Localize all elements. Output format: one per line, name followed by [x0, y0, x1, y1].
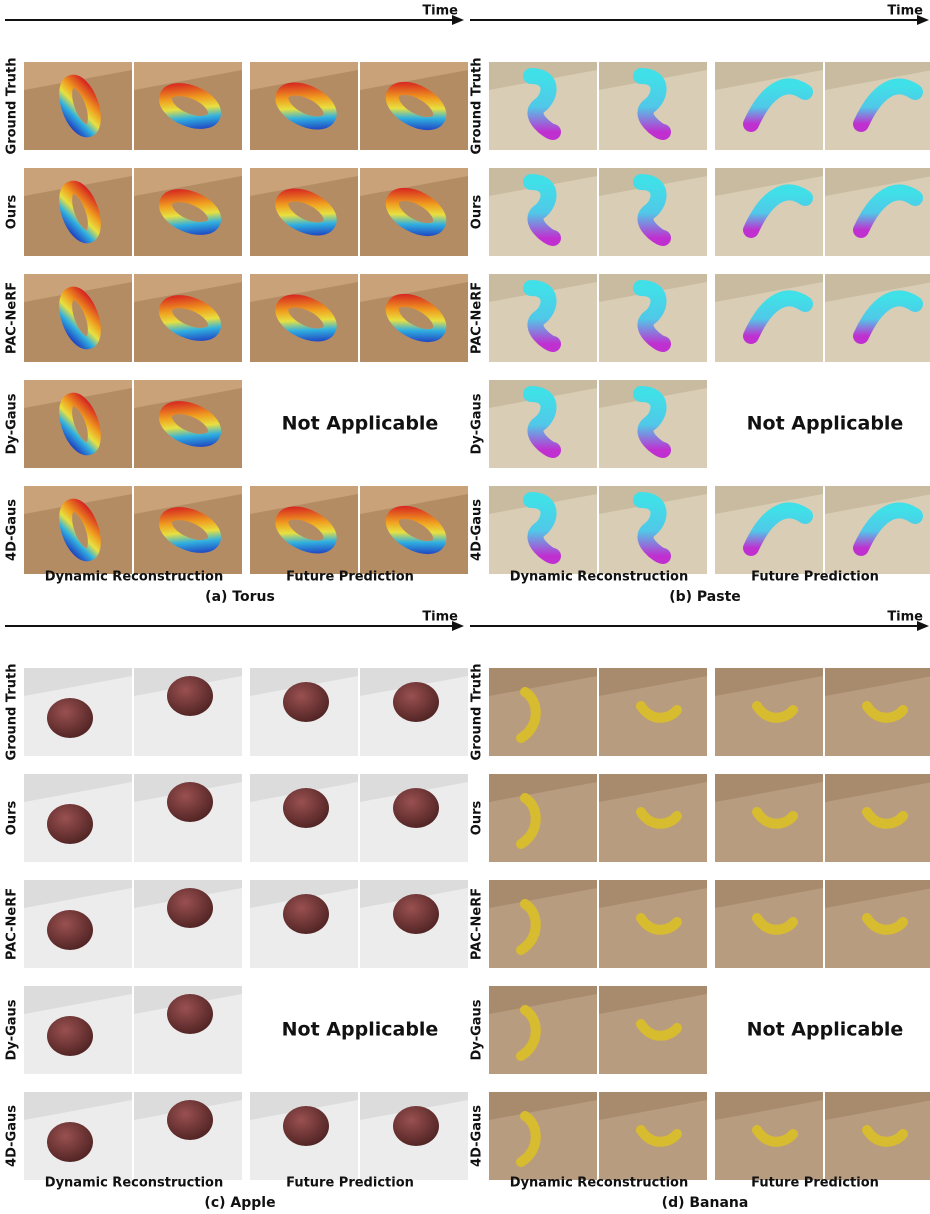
row-label: Dy-Gaus: [470, 393, 485, 454]
column-label: Future Prediction: [751, 1176, 879, 1191]
not-applicable: Not Applicable: [282, 413, 439, 435]
row-label: 4D-Gaus: [5, 499, 20, 561]
time-label: Time: [887, 4, 923, 19]
apple: [167, 994, 213, 1034]
apple: [167, 676, 213, 716]
panel: Time Ground Truth Ours PAC-NeRF Dy-Gaus Not A…: [470, 4, 930, 606]
time-label: Time: [422, 610, 458, 625]
apple: [47, 1122, 93, 1162]
row-label: Ours: [470, 195, 485, 230]
row-label: Ground Truth: [470, 664, 485, 761]
caption: (b) Paste: [669, 589, 741, 605]
row-label: Ours: [470, 801, 485, 836]
caption: (c) Apple: [204, 1195, 275, 1211]
figure: Time Ground Truth Ours PAC-NeRF Dy-Gaus Not A…: [0, 0, 930, 1214]
caption: (d) Banana: [662, 1195, 749, 1211]
time-label: Time: [422, 4, 458, 19]
column-label: Future Prediction: [751, 570, 879, 585]
row-label: 4D-Gaus: [470, 499, 485, 561]
column-label: Dynamic Reconstruction: [45, 570, 223, 585]
apple: [167, 782, 213, 822]
row-label: 4D-Gaus: [470, 1105, 485, 1167]
column-label: Future Prediction: [286, 1176, 414, 1191]
apple: [167, 1100, 213, 1140]
row-label: Ours: [5, 801, 20, 836]
column-label: Dynamic Reconstruction: [510, 570, 688, 585]
not-applicable: Not Applicable: [747, 1019, 904, 1041]
row-label: PAC-NeRF: [470, 282, 485, 354]
apple: [283, 682, 329, 722]
apple: [283, 894, 329, 934]
row-label: PAC-NeRF: [470, 888, 485, 960]
apple: [283, 1106, 329, 1146]
apple: [283, 788, 329, 828]
column-label: Future Prediction: [286, 570, 414, 585]
row-label: Ground Truth: [470, 58, 485, 155]
caption: (a) Torus: [205, 589, 275, 605]
not-applicable: Not Applicable: [282, 1019, 439, 1041]
panel: Time Ground Truth Ours PAC-NeRF Dy-Gaus Not A…: [470, 610, 930, 1212]
apple: [47, 698, 93, 738]
panel: Time Ground Truth Ours PAC-NeRF Dy-Gaus Not A…: [5, 4, 469, 606]
row-label: Dy-Gaus: [470, 999, 485, 1060]
row-label: PAC-NeRF: [5, 888, 20, 960]
time-label: Time: [887, 610, 923, 625]
not-applicable: Not Applicable: [747, 413, 904, 435]
row-label: PAC-NeRF: [5, 282, 20, 354]
apple: [393, 682, 439, 722]
apple: [47, 910, 93, 950]
row-label: Ground Truth: [5, 58, 20, 155]
column-label: Dynamic Reconstruction: [45, 1176, 223, 1191]
apple: [393, 1106, 439, 1146]
apple: [393, 788, 439, 828]
apple: [47, 804, 93, 844]
apple: [47, 1016, 93, 1056]
row-label: Dy-Gaus: [5, 393, 20, 454]
panel: Time Ground Truth Ours PAC-NeRF Dy-Gaus Not A…: [5, 610, 469, 1212]
row-label: Ours: [5, 195, 20, 230]
column-label: Dynamic Reconstruction: [510, 1176, 688, 1191]
row-label: 4D-Gaus: [5, 1105, 20, 1167]
row-label: Ground Truth: [5, 664, 20, 761]
row-label: Dy-Gaus: [5, 999, 20, 1060]
apple: [393, 894, 439, 934]
apple: [167, 888, 213, 928]
